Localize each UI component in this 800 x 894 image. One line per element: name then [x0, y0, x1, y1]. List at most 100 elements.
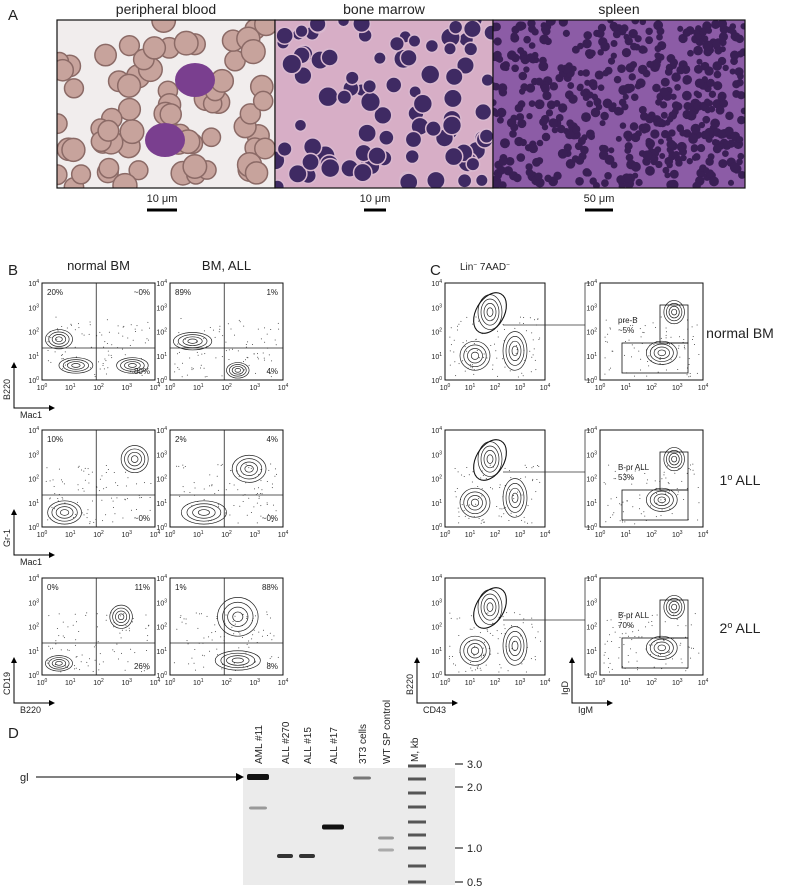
quadrant-percent: 10%: [47, 435, 63, 444]
tick-base: 10: [156, 600, 164, 607]
tick-exponent: 2: [36, 328, 39, 334]
tick-base: 10: [121, 385, 129, 392]
event: [492, 368, 494, 370]
event: [174, 363, 176, 365]
cell: [98, 157, 120, 179]
event: [54, 351, 56, 353]
nucleus: [558, 103, 568, 113]
nucleus: [516, 153, 526, 162]
event: [101, 475, 103, 477]
tick-label: 101: [156, 647, 167, 656]
event: [86, 512, 88, 514]
event: [534, 655, 536, 657]
event: [513, 498, 515, 500]
event: [131, 621, 133, 623]
event: [268, 469, 270, 471]
event: [188, 663, 190, 665]
nucleus: [531, 28, 539, 36]
event: [660, 499, 662, 501]
nucleus: [563, 143, 572, 152]
contour: [228, 364, 247, 377]
nucleus: [443, 146, 464, 167]
event: [662, 639, 664, 641]
event: [201, 654, 203, 656]
event: [620, 504, 622, 506]
event: [667, 651, 669, 653]
tick-exponent: 0: [45, 530, 48, 536]
event: [632, 506, 634, 508]
nucleus: [621, 103, 629, 111]
nucleus: [509, 130, 517, 138]
event: [204, 353, 206, 355]
event: [696, 372, 698, 374]
event: [504, 366, 506, 368]
event: [691, 326, 693, 328]
tick-base: 10: [586, 378, 594, 385]
contour: [227, 606, 249, 627]
nucleus: [621, 47, 632, 58]
event: [250, 512, 252, 514]
event: [515, 344, 517, 346]
event: [534, 637, 536, 639]
nucleus: [715, 105, 725, 115]
tick-label: 104: [156, 279, 167, 288]
event: [642, 468, 644, 470]
contour: [666, 303, 683, 322]
event: [200, 613, 202, 615]
nucleus: [538, 61, 549, 72]
contour: [480, 445, 500, 473]
nucleus: [599, 144, 607, 152]
event: [458, 511, 460, 513]
event: [254, 660, 256, 662]
event: [629, 325, 631, 327]
event: [229, 483, 231, 485]
tick-base: 10: [221, 385, 229, 392]
event: [484, 641, 486, 643]
nucleus: [719, 46, 726, 53]
tick-exponent: 3: [257, 530, 260, 536]
event: [88, 473, 90, 475]
tick-exponent: 1: [201, 383, 204, 389]
nucleus: [275, 26, 294, 45]
event: [56, 627, 58, 629]
event: [271, 656, 273, 658]
event: [87, 468, 89, 470]
event: [632, 324, 634, 326]
nucleus: [668, 179, 679, 188]
event: [48, 645, 50, 647]
event: [603, 654, 605, 656]
event: [111, 344, 113, 346]
event: [605, 483, 607, 485]
event: [631, 356, 633, 358]
event: [233, 633, 235, 635]
nucleus: [545, 109, 554, 117]
event: [612, 514, 614, 516]
tick-base: 10: [150, 385, 158, 392]
tick-label: 101: [156, 499, 167, 508]
nucleus: [528, 42, 536, 49]
contour: [62, 359, 89, 372]
contour: [187, 338, 198, 344]
event: [677, 625, 679, 627]
flow-plot: [444, 282, 546, 381]
tick-exponent: 1: [628, 530, 631, 536]
tick-base: 10: [28, 600, 36, 607]
tick-exponent: 1: [473, 383, 476, 389]
nucleus: [507, 50, 517, 61]
nucleus: [725, 111, 734, 121]
event: [531, 617, 533, 619]
event: [644, 515, 646, 517]
tick-label: 104: [540, 383, 551, 392]
tick-label: 101: [465, 678, 476, 687]
quadrant-percent: 1%: [266, 288, 278, 297]
band: [378, 836, 394, 840]
flow-plot: [169, 577, 284, 676]
tick-label: 103: [431, 598, 442, 607]
event: [208, 485, 210, 487]
event: [89, 523, 91, 525]
event: [61, 358, 63, 360]
tick-base: 10: [28, 673, 36, 680]
tick-label: 100: [156, 523, 167, 532]
event: [449, 645, 451, 647]
flow-plot: [599, 429, 704, 528]
